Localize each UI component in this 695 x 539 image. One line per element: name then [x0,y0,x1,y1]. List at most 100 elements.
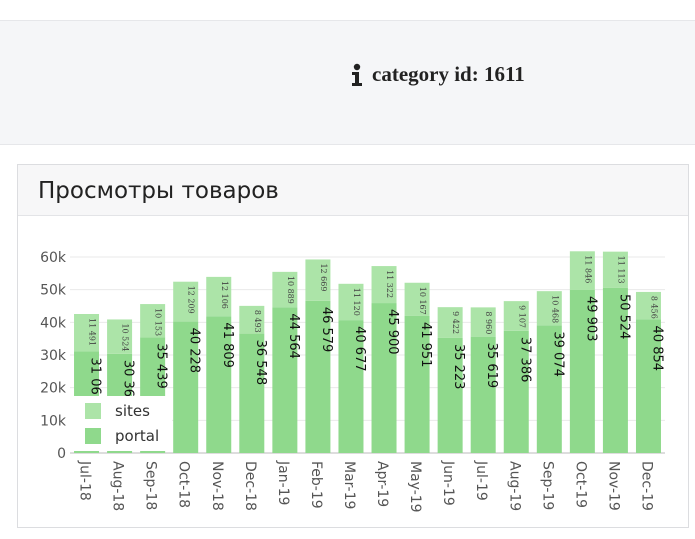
x-tick-label: Aug-19 [506,461,522,511]
data-label-sites: 8 456 [649,296,658,319]
y-tick-label: 0 [57,446,66,462]
data-label-portal: 35 619 [484,343,499,389]
card-title: Просмотры товаров [38,178,279,204]
bar-sites [74,314,100,352]
y-tick-label: 60k [40,250,67,266]
data-label-sites: 12 106 [220,281,229,309]
data-label-sites: 11 120 [352,288,361,316]
data-label-portal: 40 228 [187,328,202,374]
bar-sites [536,291,562,326]
data-label-sites: 10 468 [550,295,559,323]
data-label-sites: 10 153 [154,308,163,336]
bar-portal [173,321,199,453]
category-info: category id: 1611 [350,62,525,87]
data-label-portal: 35 439 [154,343,169,389]
x-tick-label: Sep-19 [539,461,555,510]
data-label-portal: 45 900 [385,309,400,355]
y-tick-label: 20k [40,381,67,397]
bar-portal [503,330,529,453]
legend-swatch-portal [85,428,101,444]
data-label-sites: 10 524 [121,323,130,351]
bar-sites [635,291,661,320]
legend-label-portal: portal [115,427,160,445]
bar-sites [470,307,496,337]
bar-sites [140,304,166,338]
x-tick-label: Dec-19 [638,461,654,511]
data-label-portal: 36 548 [253,340,268,386]
bar-sites [437,307,463,338]
bar-sites [173,281,199,322]
data-label-portal: 46 579 [319,307,334,353]
data-label-sites: 11 113 [616,256,625,284]
data-label-portal: 44 564 [286,313,301,359]
data-label-portal: 31 06 [88,358,103,395]
bar-portal [404,315,430,453]
bar-sites [305,259,331,301]
data-label-portal: 41 809 [220,322,235,368]
info-icon [350,63,364,87]
bar-portal [371,303,397,453]
data-label-sites: 12 669 [319,263,328,291]
bar-sites [503,301,529,331]
bar-sites [272,271,298,308]
data-label-sites: 11 491 [88,318,97,346]
bar-portal [272,307,298,453]
bar-sites [602,251,628,288]
x-tick-label: Jan-19 [275,460,291,505]
y-tick-label: 30k [40,348,67,364]
y-tick-label: 10k [40,413,67,429]
bar-sites [239,305,265,334]
x-tick-label: Apr-19 [374,461,390,507]
data-label-portal: 37 386 [517,337,532,383]
page-header-band [0,20,695,145]
bar-portal [206,316,232,453]
y-tick-label: 50k [40,283,67,299]
x-tick-label: Feb-19 [308,461,324,509]
x-tick-label: Nov-19 [605,461,621,511]
x-tick-label: Oct-19 [572,461,588,508]
x-tick-label: Jul-18 [77,460,93,501]
data-label-sites: 8 493 [253,310,262,333]
data-label-portal: 35 223 [451,344,466,390]
legend-item-portal[interactable]: portal [85,427,159,445]
bar-portal [338,320,364,453]
legend-item-sites[interactable]: sites [85,402,150,420]
x-tick-label: Sep-18 [143,461,159,510]
data-label-sites: 10 889 [286,276,295,304]
data-label-portal: 40 677 [352,326,367,372]
x-tick-label: May-19 [407,461,423,513]
bar-portal [536,325,562,453]
data-label-portal: 50 524 [616,294,631,340]
legend-swatch-sites [85,403,101,419]
bar-sites [404,282,430,316]
category-id-label: category id: 1611 [372,62,525,86]
bar-portal [635,319,661,453]
bar-portal [305,300,331,453]
chart-legend: sites portal [67,396,172,451]
data-label-sites: 9 422 [451,311,460,334]
x-tick-label: Oct-18 [176,461,192,508]
bar-portal [602,287,628,453]
data-label-portal: 41 951 [418,322,433,368]
bar-sites [206,276,232,317]
data-label-sites: 12 209 [187,286,196,314]
bar-sites [107,319,133,354]
bar-portal [470,336,496,453]
data-label-portal: 40 854 [649,326,664,372]
y-tick-label: 40k [40,315,67,331]
card-header: Просмотры товаров [18,165,688,216]
bar-portal [239,333,265,453]
x-tick-label: Dec-18 [242,461,258,511]
x-tick-label: Jul-19 [473,460,489,501]
x-tick-label: Mar-19 [341,461,357,509]
data-label-sites: 11 846 [583,255,592,283]
bar-sites [569,251,595,290]
data-label-portal: 49 903 [583,296,598,342]
x-tick-label: Jun-19 [440,460,456,506]
x-tick-label: Nov-18 [209,461,225,511]
data-label-sites: 8 960 [484,311,493,334]
data-label-portal: 39 074 [550,331,565,377]
data-label-portal: 30 36 [121,360,136,397]
data-label-sites: 10 167 [418,287,427,315]
